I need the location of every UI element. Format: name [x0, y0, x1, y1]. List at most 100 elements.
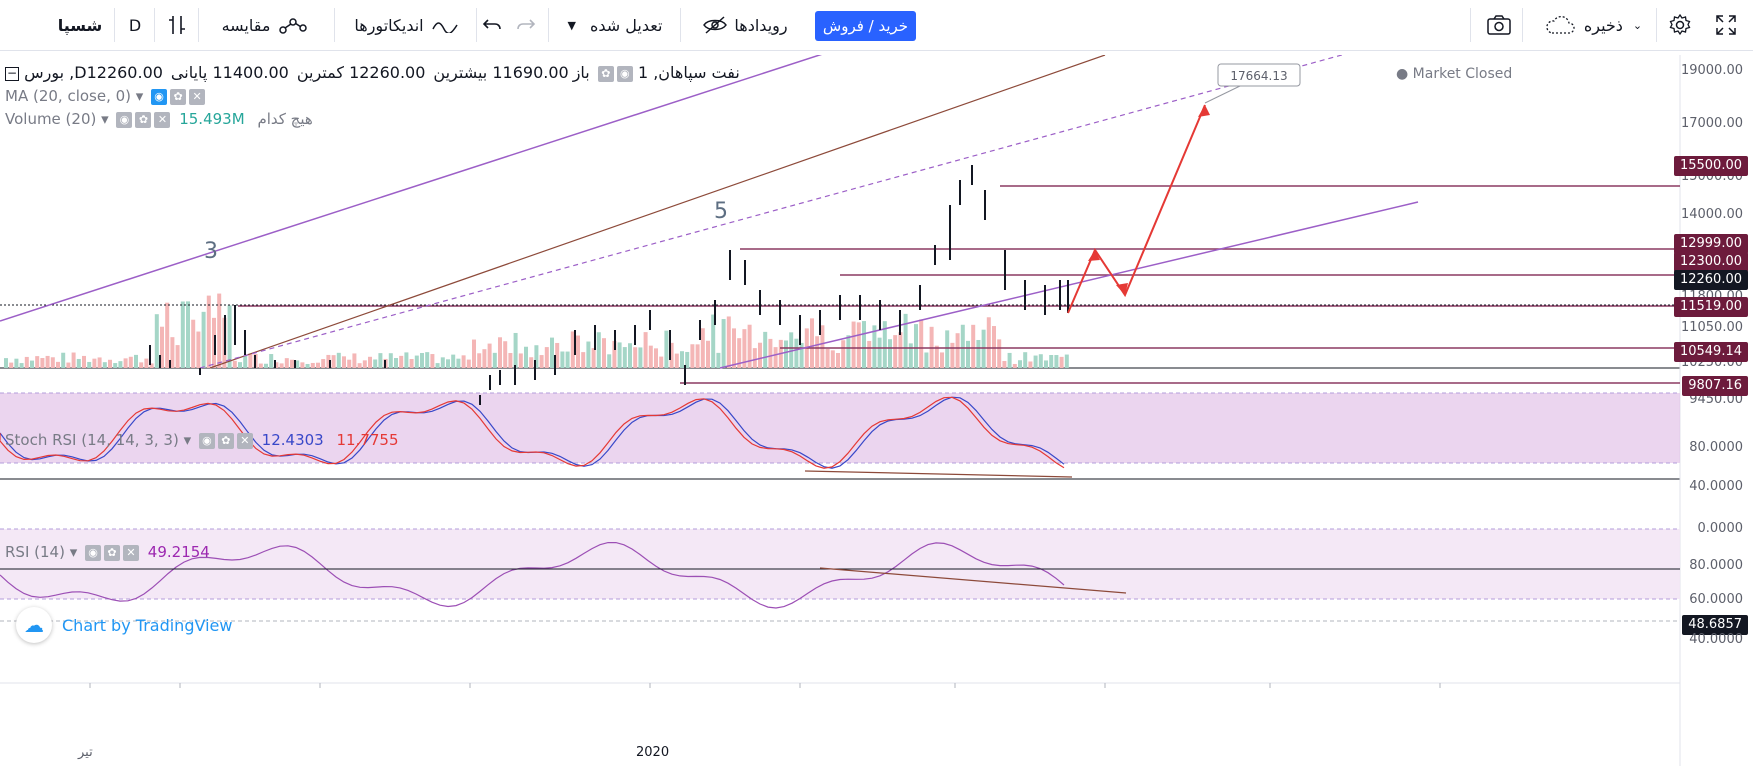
eye-icon[interactable]: ◉ [116, 111, 133, 128]
toolbar-divider [680, 8, 681, 42]
volume-bar [1002, 361, 1007, 368]
price-axis-label: 14000.00 [1680, 207, 1743, 222]
volume-bar [882, 321, 887, 368]
volume-bar [300, 362, 305, 368]
price-axis-label: 17000.00 [1680, 116, 1743, 131]
volume-bar [695, 344, 700, 368]
eye-icon[interactable]: ◉ [616, 65, 633, 82]
symbol-title: بورس ,Dنفت سپاهان, 1 [24, 63, 740, 82]
volume-bar [1007, 352, 1012, 368]
volume-bar [1064, 354, 1069, 368]
watermark-label: Chart by TradingView [62, 615, 233, 635]
events-button[interactable]: رویدادها [690, 0, 800, 50]
redo-icon [517, 19, 536, 30]
gear-icon[interactable]: ✿ [597, 65, 614, 82]
volume-bar [352, 353, 357, 368]
chart-canvas[interactable]: 17664.13 3 5 [0, 55, 1753, 766]
volume-bar [617, 342, 622, 368]
volume-bar [1012, 363, 1017, 368]
volume-bar [430, 354, 435, 368]
redo-button[interactable] [512, 0, 540, 50]
screenshot-button[interactable] [1484, 0, 1514, 50]
volume-bar [30, 360, 34, 368]
volume-bar [290, 359, 294, 368]
target-callout-box [1217, 63, 1301, 87]
close-icon[interactable]: ✕ [236, 432, 253, 449]
volume-bar [898, 332, 903, 368]
volume-bar [732, 328, 736, 368]
rsi-band [0, 529, 1680, 599]
symbol-search[interactable]: شسپا [50, 0, 110, 50]
volume-bar [1044, 360, 1048, 368]
settings-button[interactable] [1662, 0, 1698, 50]
volume-bar [404, 352, 409, 368]
volume-bar [373, 359, 378, 368]
volume-bar [607, 354, 612, 368]
toolbar-divider [1656, 8, 1657, 42]
volume-bar [643, 332, 648, 368]
interval-label: D [128, 15, 142, 35]
adjusted-dropdown[interactable]: ▼ تعدیل شده [560, 0, 670, 50]
close-value: 12260.00 [86, 63, 163, 82]
interval-button[interactable]: D [118, 0, 152, 50]
price-tag: 12300.00 [1673, 252, 1748, 272]
volume-bar [217, 293, 222, 368]
compare-button[interactable]: مقایسه [204, 0, 326, 50]
fullscreen-button[interactable] [1706, 0, 1746, 50]
volume-bar [498, 337, 502, 368]
chart-area[interactable]: 17664.13 3 5 − بورس ,Dنفت سپاهان, 1 ◉✿ باز… [0, 55, 1753, 766]
trend-line-dashed [199, 55, 1345, 369]
gear-icon[interactable]: ✿ [104, 544, 121, 561]
tradingview-watermark[interactable]: ☁ Chart by TradingView [16, 607, 232, 643]
volume-bar [76, 358, 81, 368]
close-icon[interactable]: ✕ [123, 544, 140, 561]
volume-bar [243, 355, 248, 368]
camera-icon [1487, 15, 1511, 35]
compare-icon [279, 18, 308, 34]
stoch-label: Stoch RSI (14, 14, 3, 3) [5, 431, 179, 449]
volume-bar [118, 361, 123, 368]
volume-bar [456, 358, 461, 368]
undo-button[interactable] [478, 0, 506, 50]
arrowhead [1088, 250, 1100, 261]
volume-bar [976, 339, 981, 368]
volume-bar [378, 353, 383, 368]
gear-icon[interactable]: ✿ [135, 111, 152, 128]
market-status-label: Market Closed [1412, 66, 1513, 82]
volume-bar [175, 345, 180, 368]
rsi-line [0, 542, 1065, 609]
indicators-label: اندیکاتورها [354, 15, 424, 35]
volume-bar [321, 359, 326, 368]
high-value: 12260.00 [349, 63, 426, 82]
close-icon[interactable]: ✕ [154, 111, 171, 128]
channel-line [0, 55, 823, 322]
volume-bar [726, 316, 731, 368]
volume-bar [149, 363, 154, 368]
close-label: پایانی [170, 63, 208, 82]
eye-icon[interactable]: ◉ [198, 432, 215, 449]
save-button[interactable]: ذخیره ⌄ [1538, 0, 1648, 50]
volume-bar [544, 347, 549, 368]
volume-bar [144, 358, 149, 368]
volume-bar [1023, 352, 1028, 368]
gear-icon[interactable]: ✿ [170, 88, 187, 105]
volume-bar [789, 332, 794, 368]
eye-icon[interactable]: ◉ [151, 88, 168, 105]
volume-bar [591, 348, 596, 368]
volume-bar [986, 317, 991, 368]
bar-style-button[interactable] [158, 0, 196, 50]
indicators-button[interactable]: اندیکاتورها [340, 0, 472, 50]
gear-icon[interactable]: ✿ [217, 432, 234, 449]
close-icon[interactable]: ✕ [189, 88, 206, 105]
volume-bar [768, 338, 773, 368]
volume-bar [435, 363, 440, 368]
eye-icon[interactable]: ◉ [85, 544, 102, 561]
buy-sell-button[interactable]: خرید / فروش [815, 11, 916, 41]
symbol-label: شسپا [57, 15, 103, 35]
volume-bar [810, 318, 814, 368]
volume-bar [238, 362, 242, 368]
volume-bar [524, 346, 528, 368]
toolbar-divider [334, 8, 335, 42]
collapse-icon[interactable]: − [5, 65, 19, 81]
volume-bar [191, 319, 196, 368]
